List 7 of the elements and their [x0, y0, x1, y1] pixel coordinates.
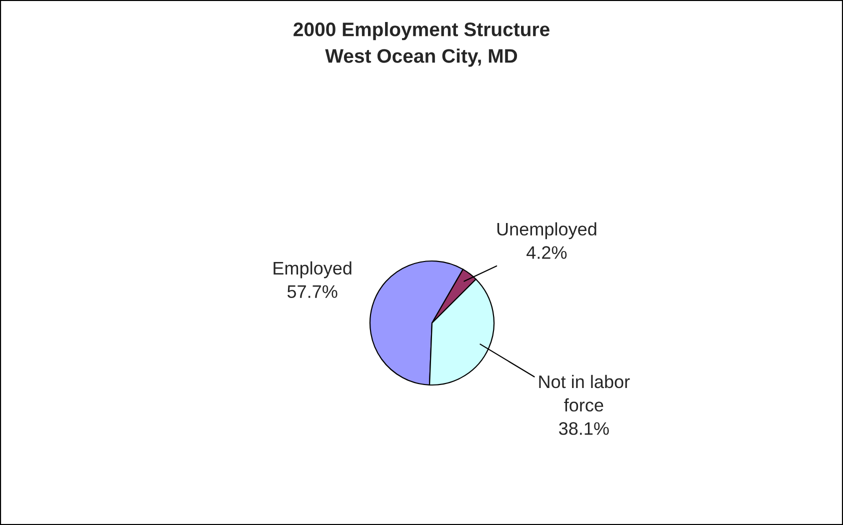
slice-label: Not in labor force — [539, 374, 630, 412]
chart-title: 2000 Employment Structure West Ocean City, MD — [294, 22, 550, 67]
data-label: 57.7% — [287, 285, 338, 298]
slice-label: Unemployed — [497, 222, 596, 240]
slice-label: Employed — [274, 261, 352, 278]
data-label: 38.1% — [558, 422, 609, 435]
data-label: 4.2% — [526, 246, 567, 259]
